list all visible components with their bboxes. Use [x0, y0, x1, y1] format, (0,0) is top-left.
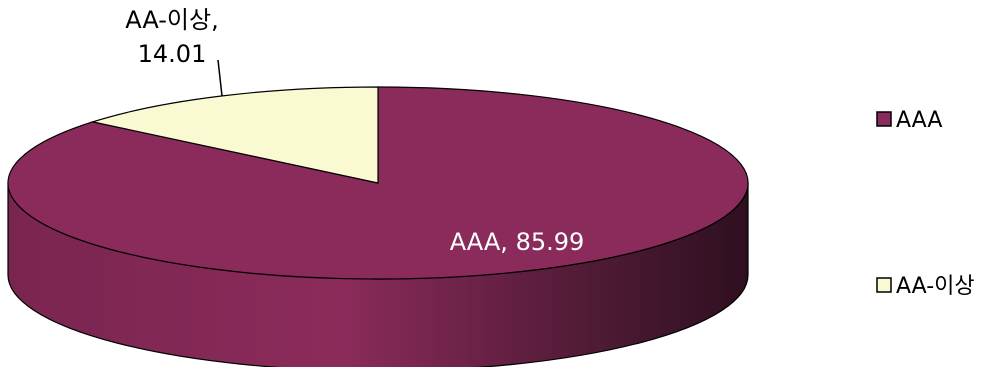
pie-slice-aa — [90, 86, 379, 184]
legend-swatch-aaa — [876, 111, 892, 127]
legend: AAA AA-이상 — [876, 108, 975, 299]
data-label-aa-line1: AA-이상, — [125, 6, 218, 34]
legend-label-aaa: AAA — [896, 108, 942, 133]
legend-label-aa: AA-이상 — [896, 274, 975, 299]
data-label-aaa: AAA, 85.99 — [450, 228, 585, 256]
data-label-aa-line2: 14.01 — [138, 40, 207, 68]
pie-slice-aaa — [7, 86, 749, 280]
legend-swatch-aa — [876, 277, 892, 293]
leader-line — [217, 59, 223, 97]
pie-group — [7, 86, 749, 367]
